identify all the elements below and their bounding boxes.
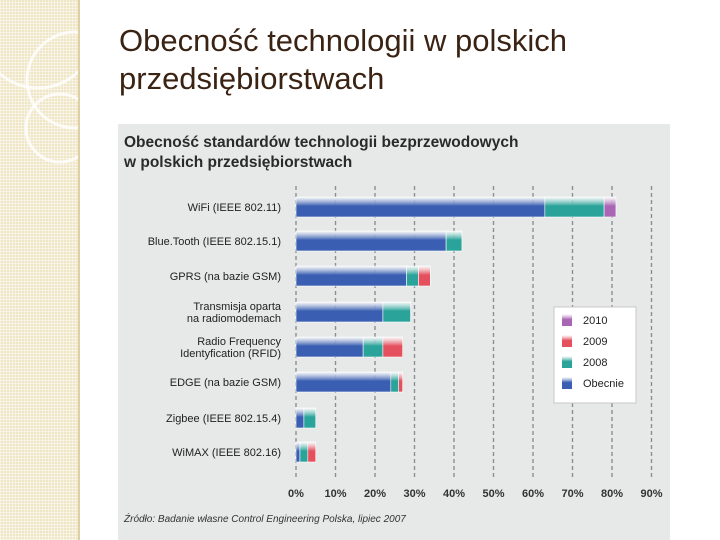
- slide-title-line: przedsiębiorstwach: [119, 61, 385, 96]
- category-label: Zigbee (IEEE 802.15.4): [166, 413, 281, 425]
- category-label: WiMAX (IEEE 802.16): [172, 447, 281, 459]
- bar-segment-2009: [382, 336, 403, 358]
- bar-segment-obecnie: [295, 407, 305, 429]
- bar-segment-2008: [445, 230, 463, 252]
- decorative-strip: [0, 0, 78, 540]
- decorative-circles: [0, 30, 78, 164]
- x-tick-label: 90%: [640, 488, 662, 500]
- x-tick-label: 0%: [288, 488, 304, 500]
- legend-label: Obecnie: [583, 378, 624, 390]
- slide-title-line: Obecność technologii w polskich: [119, 23, 568, 58]
- x-tick-label: 20%: [364, 488, 386, 500]
- category-label: Radio Frequency: [197, 336, 281, 348]
- chart-title-line: Obecność standardów technologii bezprzew…: [124, 134, 519, 151]
- x-tick-label: 60%: [522, 488, 544, 500]
- bar-segment-2008: [299, 441, 309, 463]
- bar-segment-2008: [390, 371, 399, 393]
- bar-segment-obecnie: [295, 196, 546, 218]
- x-tick-label: 30%: [403, 488, 425, 500]
- category-label: na radiomodemach: [187, 313, 281, 325]
- category-label: WiFi (IEEE 802.11): [188, 202, 281, 214]
- chart-source: Źródło: Badanie własne Control Engineeri…: [124, 514, 406, 525]
- category-label: EDGE (na bazie GSM): [170, 377, 281, 389]
- bar-segment-2009: [307, 441, 317, 463]
- chart-image: Obecność standardów technologii bezprzew…: [118, 124, 670, 540]
- x-tick-label: 80%: [601, 488, 623, 500]
- legend-swatch: [562, 377, 572, 389]
- bar-segment-obecnie: [295, 336, 364, 358]
- x-tick-label: 10%: [324, 488, 346, 500]
- chart-title-line: w polskich przedsiębiorstwach: [124, 154, 353, 171]
- legend-label: 2009: [583, 336, 607, 348]
- legend-label: 2010: [583, 315, 607, 327]
- bar-segment-obecnie: [295, 371, 392, 393]
- legend-swatch: [562, 335, 572, 347]
- bar-segment-obecnie: [295, 441, 301, 463]
- legend: 2010 2009 2008 Obecnie: [553, 306, 637, 404]
- bar-segment-2009: [398, 371, 403, 393]
- category-label: GPRS (na bazie GSM): [170, 271, 281, 283]
- bar-segment-obecnie: [295, 230, 447, 252]
- x-tick-label: 40%: [443, 488, 465, 500]
- bar-segment-2008: [544, 196, 605, 218]
- chart-title: Obecność standardów technologii bezprzew…: [124, 133, 518, 173]
- category-label: Blue.Tooth (IEEE 802.15.1): [148, 236, 281, 248]
- bar-segment-obecnie: [295, 301, 384, 323]
- legend-swatch: [562, 314, 572, 326]
- slide-title: Obecność technologii w polskich przedsię…: [119, 22, 709, 98]
- bar-segment-2008: [362, 336, 384, 358]
- bar-segment-2009: [418, 265, 431, 287]
- bar-segment-obecnie: [295, 265, 407, 287]
- legend-swatch: [562, 356, 572, 368]
- bar-segment-2008: [382, 301, 411, 323]
- category-label: Identyfication (RFID): [180, 348, 281, 360]
- bar-segment-2008: [303, 407, 317, 429]
- bar-segment-2008: [406, 265, 419, 287]
- x-tick-label: 50%: [482, 488, 504, 500]
- bar-segment-2010: [603, 196, 617, 218]
- x-tick-label: 70%: [561, 488, 583, 500]
- bar-chart: 0% 10% 20% 30% 40% 50% 60% 70% 80% 90% WiFi (IEEE …: [148, 186, 663, 500]
- legend-label: 2008: [583, 357, 607, 369]
- category-label: Transmisja oparta: [193, 301, 282, 313]
- strip-edge: [78, 0, 80, 540]
